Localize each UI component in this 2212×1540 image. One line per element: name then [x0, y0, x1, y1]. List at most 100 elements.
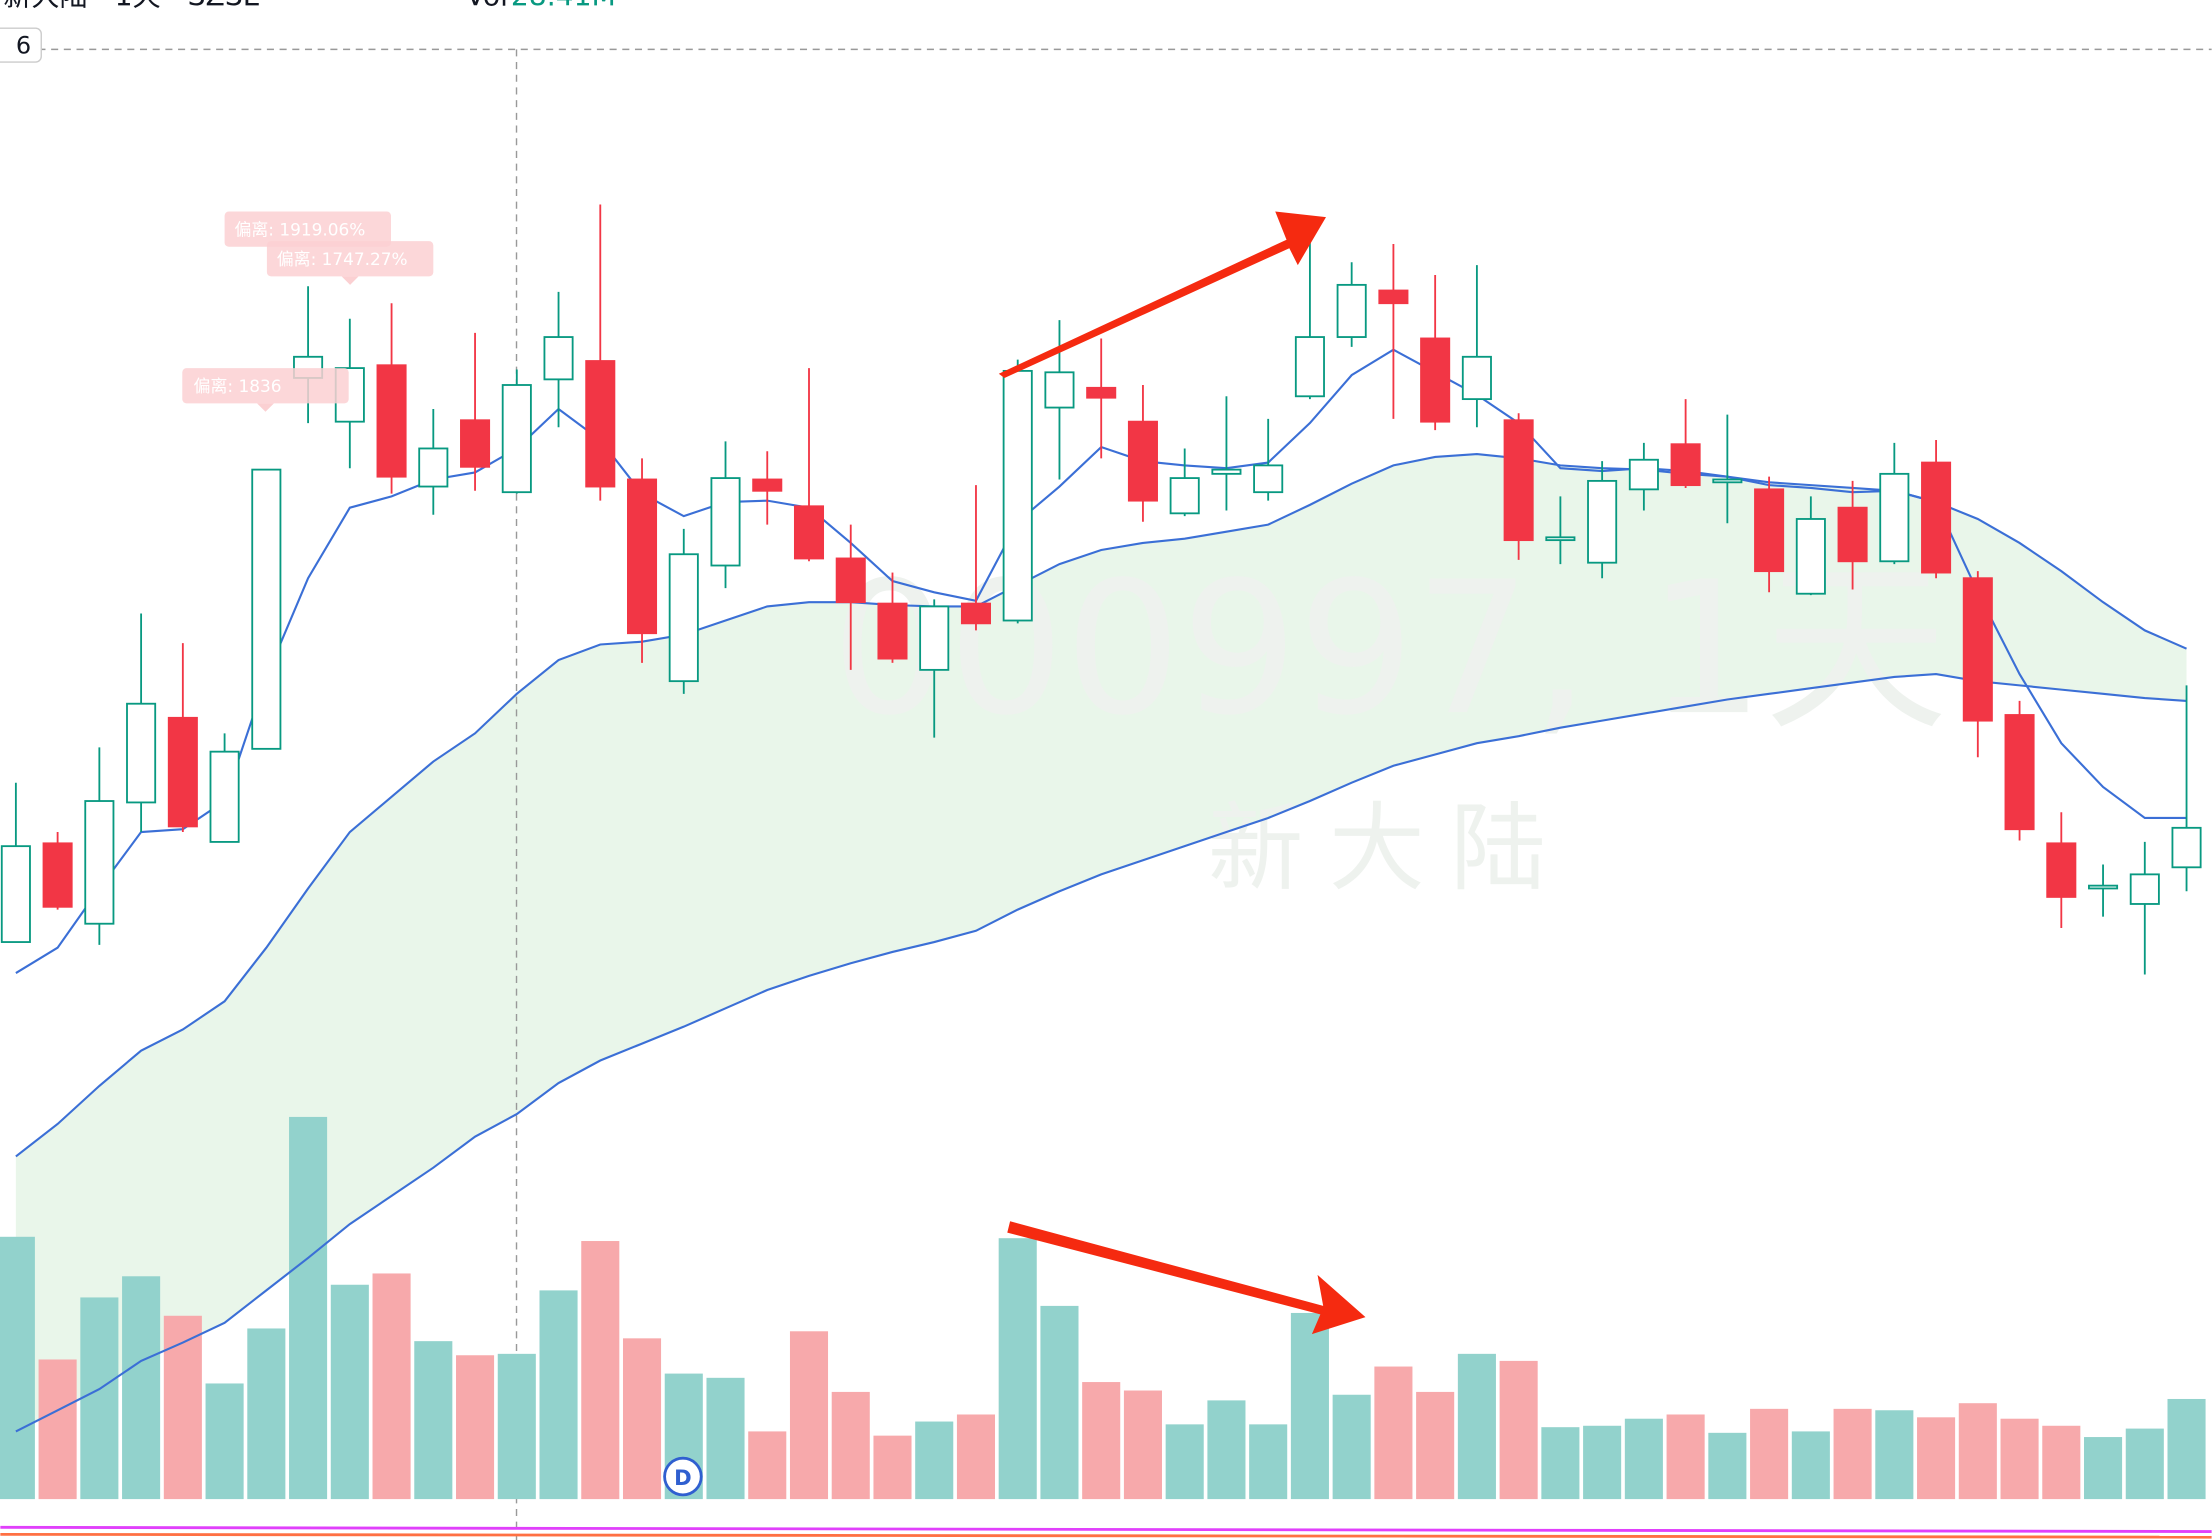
volume-bar — [915, 1421, 954, 1500]
volume-bar — [497, 1353, 536, 1500]
candle-body — [1420, 337, 1451, 423]
volume-bar — [1416, 1391, 1455, 1500]
volume-bar — [1040, 1305, 1079, 1500]
candle-body — [251, 468, 282, 750]
indicator-line — [0, 1532, 2212, 1539]
volume-bar — [1374, 1366, 1413, 1500]
volume-bar — [831, 1391, 870, 1500]
candle-body — [1461, 355, 1492, 401]
volume-bar — [122, 1276, 161, 1500]
candle-body — [2088, 884, 2119, 890]
volume-bar — [456, 1355, 495, 1500]
volume-bar — [2042, 1425, 2081, 1500]
annotation-box — [266, 241, 434, 277]
candle-body — [1712, 478, 1743, 484]
watermark-name: 新大陆 — [1208, 792, 1572, 904]
volume-bar — [1875, 1410, 1914, 1500]
candle-body — [1378, 289, 1409, 305]
annotation-text: 偏离: 1919.06% — [234, 220, 365, 240]
candle-body — [2004, 714, 2035, 831]
volume-bar — [622, 1338, 662, 1500]
candle-body — [1962, 577, 1993, 722]
volume-bar — [873, 1435, 912, 1500]
candle-body — [1253, 464, 1284, 494]
annotation-3: 偏离: 1836 — [182, 368, 349, 412]
candle-body — [1670, 443, 1701, 487]
volume-bar — [748, 1431, 787, 1500]
annotation-1: 偏离: 1919.06% — [224, 211, 391, 247]
volume-bar — [1332, 1394, 1371, 1500]
volume-bar — [1457, 1353, 1496, 1500]
candle-body — [627, 478, 658, 635]
candle-body — [84, 800, 115, 925]
volume-bar — [372, 1273, 411, 1500]
candle-body — [1336, 283, 1367, 338]
candle-body — [209, 750, 240, 843]
volume-bar — [330, 1284, 369, 1500]
volume-bar — [1583, 1425, 1622, 1500]
volume-bar — [1165, 1424, 1204, 1500]
indicator-line — [0, 1525, 2212, 1533]
candle-body — [418, 447, 449, 488]
annotation-box — [224, 211, 391, 247]
annotation-box — [182, 368, 349, 404]
badge[interactable] — [0, 27, 42, 63]
candle-body — [1545, 536, 1576, 542]
badge-text: 6 — [16, 32, 31, 60]
candle-body — [1754, 488, 1785, 573]
candle-body — [1127, 420, 1158, 502]
volume-bar — [289, 1116, 328, 1500]
volume-bar — [706, 1377, 745, 1500]
candle-body — [1587, 479, 1618, 564]
volume-layer — [0, 1116, 2206, 1500]
candle-body — [1169, 477, 1200, 515]
candle-body — [752, 478, 783, 492]
candle-body — [919, 605, 950, 671]
annotation-pointer — [341, 276, 359, 285]
volume-bar — [1249, 1424, 1288, 1500]
candle-body — [2046, 842, 2077, 898]
volume-bar — [1541, 1427, 1580, 1500]
candle-body — [126, 702, 157, 804]
volume-bar — [2125, 1428, 2164, 1500]
candle-body — [1628, 458, 1659, 491]
volume-bar — [1791, 1431, 1830, 1500]
volume-bar — [539, 1290, 578, 1500]
annotation-pointer — [257, 403, 274, 412]
volume-bar — [1123, 1390, 1162, 1500]
candle-body — [167, 716, 198, 828]
candle-body — [1879, 472, 1910, 563]
volume-bar — [2084, 1437, 2123, 1500]
chart-title: 新大陆 · 1天 · SZSE — [3, 0, 260, 13]
volume-value: 28.41M — [511, 0, 616, 13]
candle-layer — [0, 204, 2202, 975]
ma-line — [15, 673, 2187, 1433]
candle-body — [585, 360, 616, 488]
volume-bar — [581, 1241, 620, 1500]
volume-bar — [247, 1328, 286, 1500]
candle-body — [543, 336, 574, 381]
watermark: 000997, 1天 — [831, 543, 1947, 756]
volume-bar — [2167, 1398, 2206, 1500]
volume-bar — [1082, 1382, 1121, 1500]
candle-body — [877, 602, 908, 660]
event-marker[interactable] — [663, 1456, 703, 1497]
annotation-2: 偏离: 1747.27% — [266, 241, 434, 285]
background-layer — [15, 454, 2187, 1432]
ma-band — [15, 454, 2187, 1432]
volume-bar — [163, 1315, 202, 1500]
candle-body — [1002, 369, 1033, 622]
candle-body — [1795, 518, 1826, 595]
volume-bar — [38, 1359, 77, 1500]
candle-body — [460, 419, 491, 468]
candle-body — [376, 364, 407, 478]
candle-body — [668, 553, 699, 683]
volume-bar — [0, 1236, 35, 1500]
volume-bar — [789, 1331, 829, 1500]
event-marker-label: D — [674, 1465, 692, 1490]
candle-body — [42, 842, 73, 908]
candle-body — [0, 845, 31, 943]
annotation-text: 偏离: 1747.27% — [277, 249, 408, 269]
